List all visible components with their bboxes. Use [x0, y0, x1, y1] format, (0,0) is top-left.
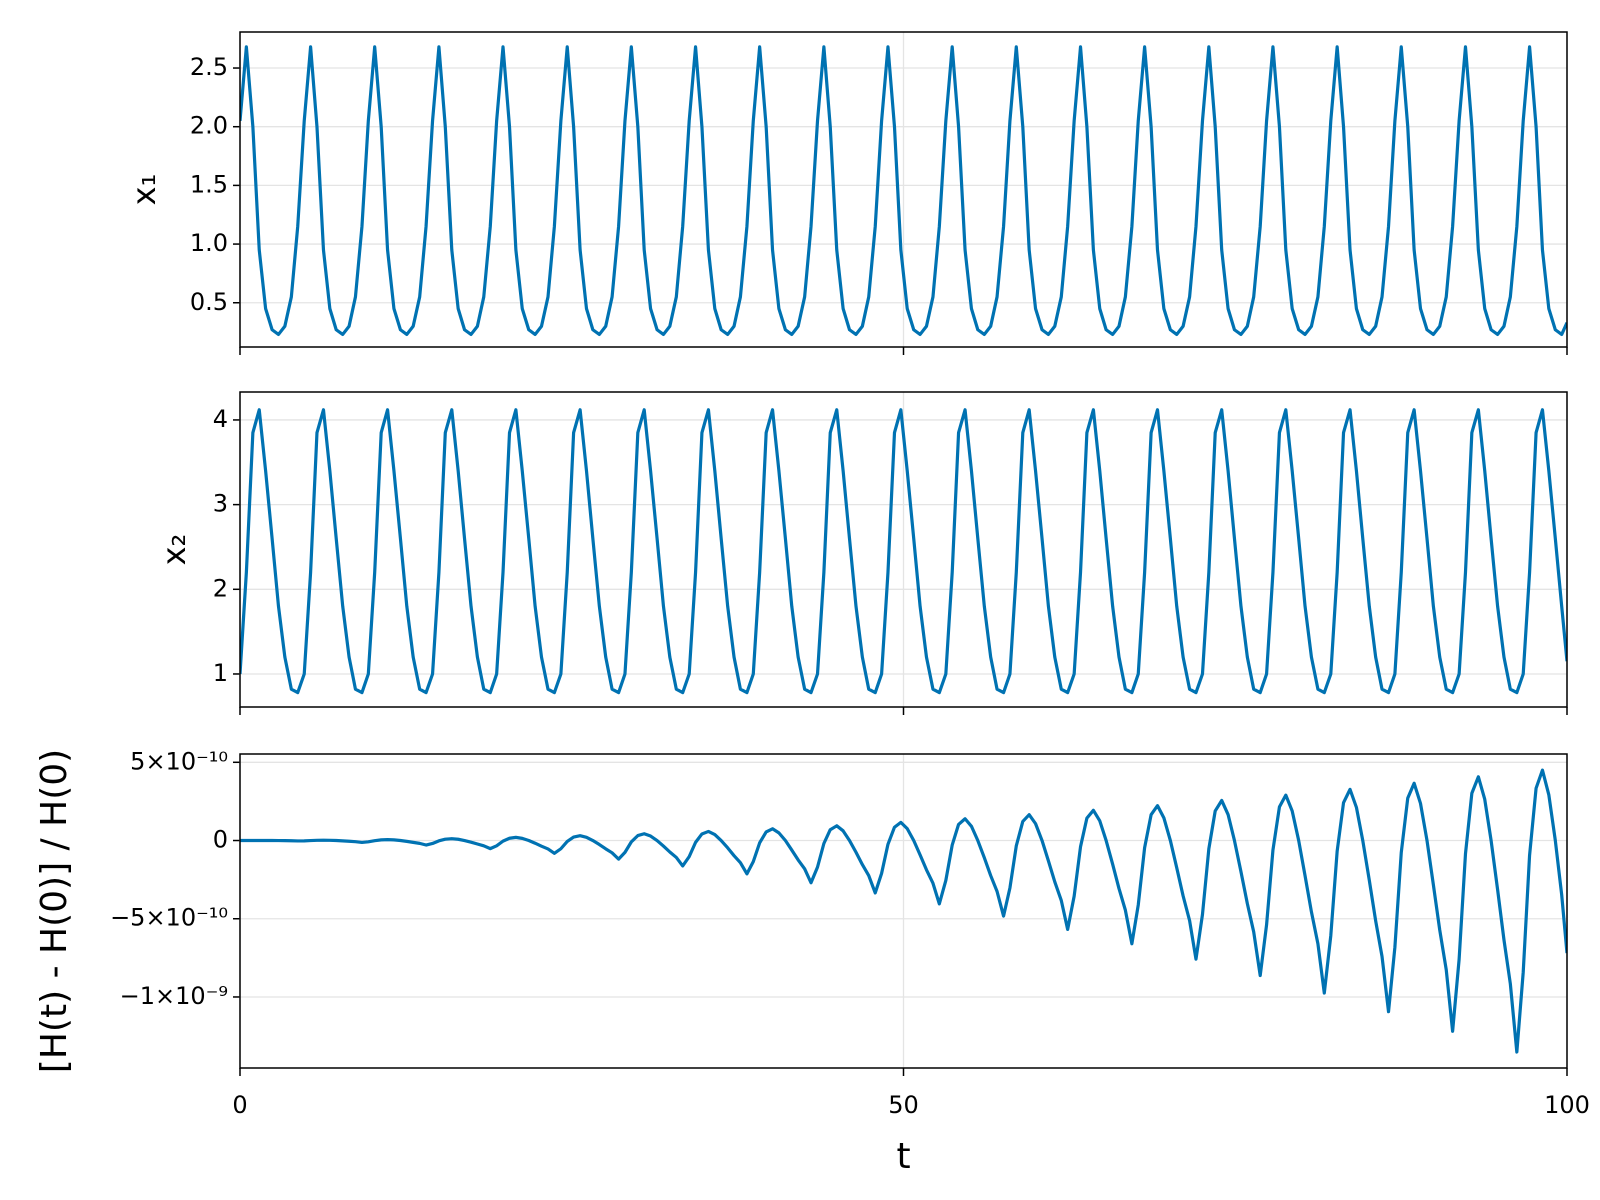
plot-frame [239, 31, 1568, 348]
y-tick-label: 2.5 [190, 53, 228, 81]
plot-frame [239, 391, 1568, 708]
y-tick-label: 0.5 [190, 288, 228, 316]
y-tick-label: 1.5 [190, 170, 228, 198]
x-tick-label: 50 [888, 1091, 919, 1119]
y-tick-label: 1.0 [190, 229, 228, 257]
y-tick-label: −1×10⁻⁹ [120, 982, 228, 1010]
y-axis-label: [H(t) - H(0)] / H(0) [34, 749, 75, 1073]
y-axis-label: x₁ [125, 174, 163, 206]
data-line [240, 45, 1567, 337]
y-tick-label: 4 [213, 405, 228, 433]
y-axis-label: x₂ [155, 534, 193, 566]
x-tick-label: 100 [1544, 1091, 1590, 1119]
data-line [240, 768, 1567, 1054]
y-tick-label: 0 [213, 826, 228, 854]
data-line [240, 408, 1567, 695]
y-tick-label: 1 [213, 659, 228, 687]
x-axis-label: t [896, 1136, 910, 1177]
x-tick-label: 0 [232, 1091, 247, 1119]
y-tick-label: −5×10⁻¹⁰ [110, 904, 228, 932]
plot-frame [239, 753, 1568, 1069]
y-tick-label: 5×10⁻¹⁰ [130, 747, 228, 775]
y-tick-label: 2.0 [190, 112, 228, 140]
y-tick-label: 2 [213, 574, 228, 602]
y-tick-label: 3 [213, 490, 228, 518]
